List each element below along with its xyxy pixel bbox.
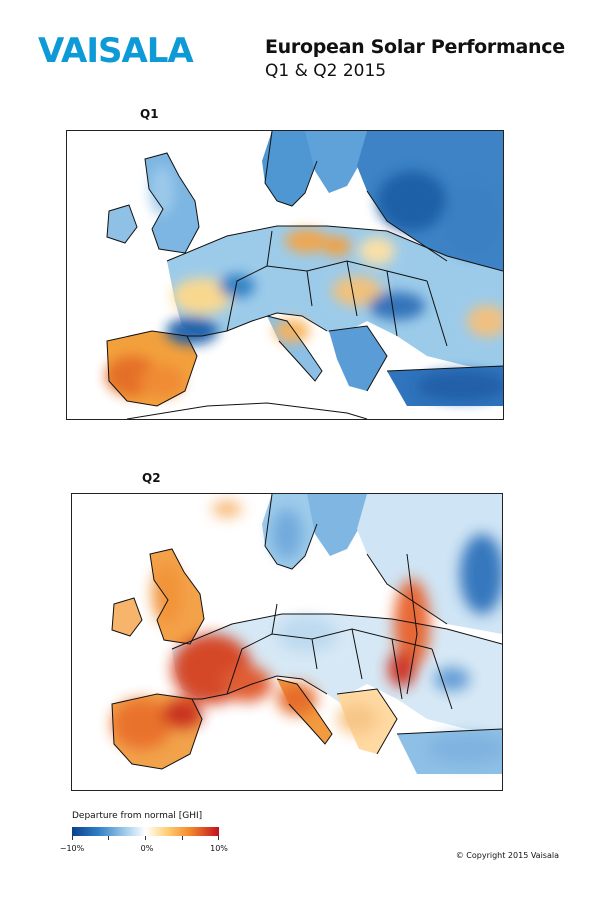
q1-anomaly-field [106, 166, 503, 401]
legend-tick [108, 836, 109, 840]
map-label-q1: Q1 [140, 107, 159, 121]
legend-title: Departure from normal [GHI] [72, 811, 203, 821]
legend-tick-label-max: 10% [210, 844, 228, 853]
map-q2-image [72, 494, 502, 790]
map-q1 [66, 130, 504, 420]
map-q2 [71, 493, 503, 791]
legend-tick [72, 836, 73, 840]
q2-borders [111, 494, 502, 770]
copyright-text: © Copyright 2015 Vaisala [455, 851, 559, 860]
legend-tick-label-min: −10% [59, 844, 85, 853]
map-q1-image [67, 131, 503, 419]
legend-tick [182, 836, 183, 840]
legend-color-bar [72, 827, 219, 836]
q2-anomaly-field [112, 501, 502, 764]
q1-borders [106, 131, 503, 419]
legend-tick-label-zero: 0% [140, 844, 154, 853]
map-label-q2: Q2 [142, 471, 161, 485]
vaisala-logo: VAISALA [38, 31, 194, 71]
page-subtitle: Q1 & Q2 2015 [265, 61, 387, 81]
legend-tick [145, 836, 146, 840]
legend-tick [218, 836, 219, 840]
page-title: European Solar Performance [265, 36, 565, 58]
